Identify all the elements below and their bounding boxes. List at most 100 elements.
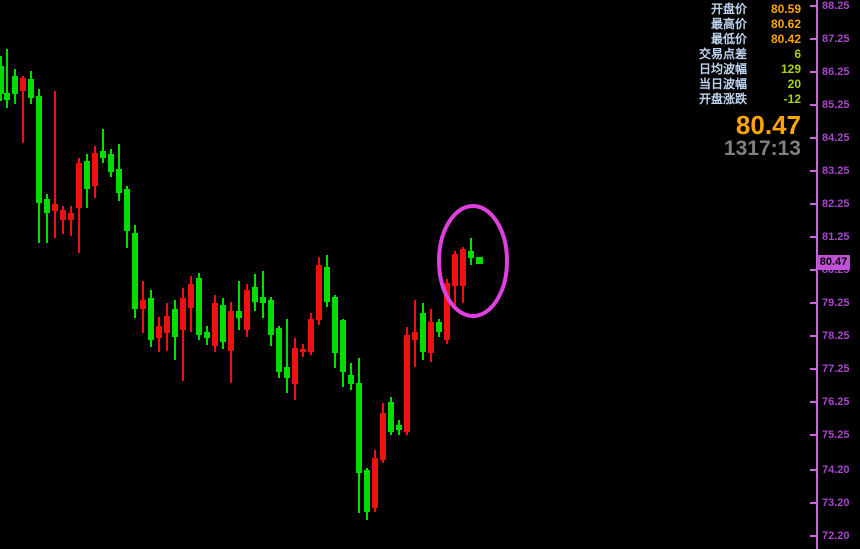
candle-body	[156, 326, 162, 339]
axis-tick-label: 84.25	[822, 132, 850, 144]
candle-body	[84, 160, 90, 189]
candlestick-chart	[0, 48, 483, 521]
candle-body	[0, 66, 4, 94]
quote-info-row: 最高价 80.62	[699, 17, 801, 32]
quote-info-value: 6	[794, 47, 801, 61]
session-time-display: 1317:13	[723, 137, 801, 160]
quote-info-label: 日均波幅	[698, 62, 747, 76]
candle-wick	[46, 193, 48, 243]
axis-tick-label: 76.25	[822, 396, 850, 408]
axis-tick-label: 81.25	[822, 231, 850, 243]
candle-body	[212, 303, 218, 346]
quote-info-label: 最低价	[710, 32, 747, 46]
candle-wick	[102, 128, 104, 163]
candle-body	[68, 212, 74, 221]
candle-body	[44, 198, 50, 213]
candle-body	[60, 209, 66, 220]
candle-body	[260, 297, 266, 304]
axis-tick-dash	[810, 501, 817, 504]
candle-body	[188, 283, 194, 308]
highlight-ellipse-annotation	[437, 204, 509, 318]
quote-info-row: 开盘价 80.59	[699, 2, 801, 17]
candle-body	[268, 300, 274, 336]
candle-body	[292, 347, 298, 384]
quote-info-label: 开盘价	[710, 2, 747, 16]
quote-info-rows: 开盘价 80.59 最高价 80.62 最低价 80.42 交易点差 6 日均波幅 129 当日波幅…	[699, 2, 801, 107]
quote-info-value: -12	[783, 92, 801, 106]
axis-tick-label: 82.25	[822, 198, 850, 210]
axis-tick-label: 73.20	[822, 496, 850, 509]
candle-body	[300, 348, 306, 353]
candle-body	[452, 253, 458, 286]
candle-body	[116, 168, 122, 193]
candle-body	[124, 188, 130, 231]
axis-tick-label: 75.25	[822, 429, 850, 441]
axis-tick-label: 78.25	[822, 330, 850, 342]
quote-info-value: 129	[780, 62, 801, 76]
axis-tick-label: 72.20	[822, 529, 850, 542]
quote-info-value: 20	[787, 77, 801, 91]
candle-wick	[286, 318, 288, 394]
candle-body	[380, 413, 386, 461]
axis-tick-dash	[810, 468, 817, 471]
quote-info-value: 80.59	[770, 2, 801, 16]
candle-body	[12, 75, 18, 94]
candle-body	[108, 153, 114, 172]
candle-body	[332, 297, 338, 354]
axis-tick-dash	[810, 302, 817, 304]
candle-body	[436, 322, 442, 333]
axis-tick-dash	[810, 71, 817, 73]
candle-body	[444, 282, 450, 341]
candle-body	[340, 320, 346, 373]
candle-body	[372, 458, 378, 509]
candle-body	[172, 308, 178, 338]
candle-body	[220, 305, 226, 343]
quote-info-label: 交易点差	[698, 47, 747, 61]
candle-body	[420, 312, 426, 353]
axis-tick-dash	[810, 203, 817, 205]
current-price-badge: 80.47	[817, 255, 850, 271]
quote-info-value: 80.62	[770, 17, 801, 31]
axis-tick-dash	[810, 368, 817, 370]
candle-wick	[262, 270, 264, 318]
axis-tick-label: 74.20	[822, 463, 850, 476]
axis-tick-label: 85.25	[822, 99, 850, 111]
candle-body	[396, 425, 402, 431]
candle-body	[164, 315, 170, 334]
candle-wick	[54, 90, 56, 238]
candle-body	[364, 470, 370, 513]
candle-body	[324, 267, 330, 303]
candle-body	[52, 203, 58, 211]
candle-wick	[70, 205, 72, 236]
candle-body	[196, 277, 202, 336]
candle-body	[228, 310, 234, 351]
candle-body	[468, 250, 474, 259]
axis-tick-dash	[810, 38, 817, 40]
quote-info-row: 日均波幅 129	[699, 62, 801, 77]
candle-body	[284, 367, 290, 379]
candle-body	[276, 328, 282, 373]
candle-body	[348, 375, 354, 384]
candle-body	[148, 298, 154, 341]
axis-tick-label: 87.25	[822, 33, 850, 45]
candle-body	[356, 382, 362, 474]
axis-tick-dash	[810, 137, 817, 139]
candle-body	[4, 92, 10, 100]
candle-body	[316, 265, 322, 321]
candle-body	[20, 77, 26, 91]
axis-tick-dash	[810, 335, 817, 337]
candle-body	[204, 332, 210, 339]
candle-body	[100, 150, 106, 158]
axis-tick-dash	[810, 5, 817, 7]
axis-tick-label: 77.25	[822, 363, 850, 375]
candle-wick	[6, 48, 8, 108]
axis-tick-dash	[810, 104, 817, 106]
quote-info-panel: 开盘价 80.59 最高价 80.62 最低价 80.42 交易点差 6 日均波幅 129 当日波幅…	[699, 2, 801, 160]
candle-body	[76, 162, 82, 208]
candle-body	[36, 95, 42, 203]
candle-wick	[22, 75, 24, 143]
axis-tick-label: 88.25	[822, 0, 850, 12]
candle-body	[132, 232, 138, 309]
